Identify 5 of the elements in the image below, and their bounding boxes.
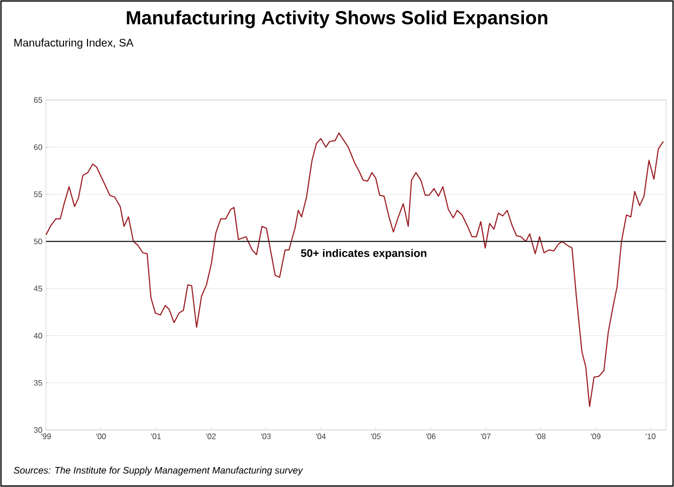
source-note: Sources: The Institute for Supply Management Manufacturing survey: [14, 466, 304, 476]
chart-title: Manufacturing Activity Shows Solid Expansion: [126, 10, 548, 28]
line-series: [45, 132, 664, 407]
y-axis-title: Manufacturing Index, SA: [14, 38, 134, 49]
ref-line-label: 50+ indicates expansion: [300, 248, 426, 260]
